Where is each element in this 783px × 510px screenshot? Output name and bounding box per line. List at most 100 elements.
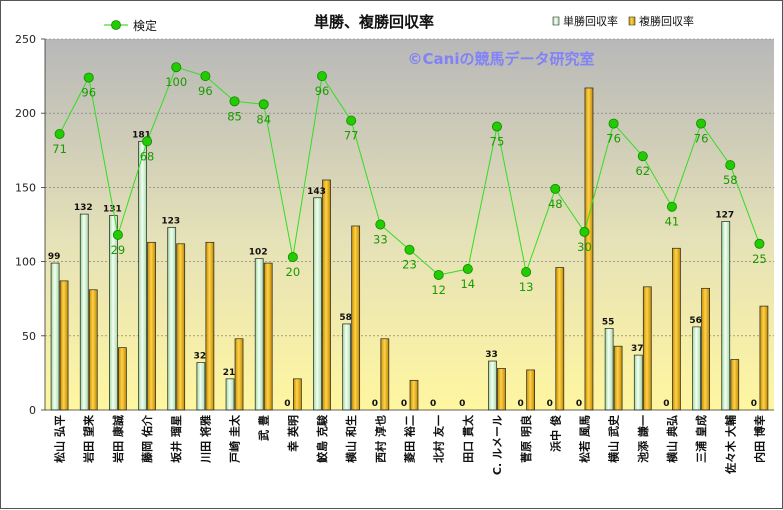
bar-fukusho	[497, 368, 506, 411]
watermark: ©Caniの競馬データ研究室	[408, 50, 595, 68]
line-marker	[462, 264, 473, 275]
legend-line-label: 検定	[133, 18, 157, 33]
bar-value-label: 0	[518, 399, 524, 409]
line-marker	[579, 226, 590, 237]
bar-value-label: 32	[194, 352, 207, 362]
bar-value-label: 131	[103, 205, 122, 215]
bar-value-label: 99	[48, 252, 61, 262]
x-tick-label: 岩田 望来	[82, 414, 96, 464]
bar-tansho	[225, 378, 235, 411]
bar-value-label: 102	[249, 248, 268, 258]
bars	[50, 87, 769, 411]
x-tick-label: 戸崎 圭太	[228, 414, 242, 463]
bar-fukusho	[234, 338, 244, 411]
bar-fukusho	[88, 289, 98, 411]
line-marker	[229, 96, 240, 107]
gridlines	[45, 38, 774, 337]
line-marker	[725, 160, 736, 171]
bar-value-label: 0	[751, 399, 757, 409]
x-tick-label: 内田 博幸	[752, 415, 766, 463]
x-tick-label: 西村 淳也	[373, 415, 387, 463]
x-tick-label: 三浦 皇成	[694, 415, 708, 463]
bar-tansho	[138, 141, 147, 411]
line-value-label: 75	[490, 135, 505, 149]
line-value-label: 48	[548, 197, 563, 211]
legend-bar1-swatch	[552, 16, 560, 26]
bar-value-label: 33	[485, 350, 498, 360]
line-value-label: 13	[519, 280, 534, 294]
plot-area	[45, 39, 774, 410]
legend-bar1-label: 単勝回収率	[563, 14, 618, 28]
line-value-label: 33	[373, 233, 388, 247]
bar-tansho	[50, 262, 60, 411]
bar-fukusho	[322, 179, 331, 411]
y-tick-label: 50	[22, 330, 36, 343]
x-tick-label: 岩田 康誠	[111, 415, 125, 464]
x-tick-label: 幸 英明	[286, 415, 300, 452]
legend-bar2-label: 複勝回収率	[639, 14, 694, 28]
bar-value-label: 0	[576, 399, 582, 409]
x-axis: 松山 弘平 岩田 望来 岩田 康誠 藤岡 佑介 坂井 瑠星 川田 将雅 戸崎 圭太 武 豊 幸 …	[45, 409, 774, 475]
bar-value-label: 143	[307, 187, 326, 197]
bar-value-label: 123	[161, 216, 180, 226]
line-value-label: 12	[431, 283, 446, 297]
line-marker	[142, 136, 153, 147]
line-marker	[754, 238, 765, 249]
x-tick-label: 田口 貫太	[461, 414, 475, 463]
bar-value-label: 0	[430, 399, 436, 409]
bar-value-label: 0	[372, 399, 378, 409]
x-tick-label: 菅原 明良	[519, 415, 533, 463]
line-value-label: 96	[315, 84, 330, 98]
bar-fukusho	[672, 247, 681, 411]
bar-value-label: 127	[715, 211, 734, 221]
y-tick-label: 250	[15, 33, 36, 46]
bar-tansho	[254, 258, 264, 411]
bar-tansho	[196, 362, 206, 411]
line-value-label: 41	[665, 215, 680, 229]
line-marker	[171, 62, 182, 73]
legend-bar2-swatch	[628, 16, 636, 26]
line-value-label: 29	[111, 243, 126, 257]
bar-value-label: 55	[602, 317, 615, 327]
x-tick-label: 藤岡 佑介	[140, 414, 154, 463]
legend: 検定 単勝回収率 複勝回収率	[104, 14, 694, 33]
x-tick-label: C. ルメール	[491, 415, 504, 475]
bar-value-label: 132	[74, 203, 93, 213]
line-value-label: 62	[635, 164, 650, 178]
bar-fukusho	[642, 286, 652, 411]
bar-fukusho	[701, 287, 710, 411]
x-tick-label: 横山 典弘	[665, 415, 679, 463]
line-marker	[433, 269, 444, 280]
line-value-label: 30	[577, 240, 592, 254]
bar-tansho	[342, 323, 352, 411]
line-marker	[491, 121, 502, 132]
line-marker	[404, 244, 415, 255]
bar-tansho	[721, 221, 731, 411]
y-tick-label: 100	[15, 256, 36, 269]
bar-value-label: 58	[339, 313, 352, 323]
bar-fukusho	[613, 345, 623, 411]
bar-fukusho	[555, 267, 565, 411]
bar-value-label: 0	[284, 399, 290, 409]
line-value-label: 71	[52, 142, 67, 156]
line-marker	[375, 219, 386, 230]
line-marker	[696, 118, 707, 129]
chart-title: 単勝、複勝回収率	[314, 13, 434, 31]
line-value-label: 84	[256, 112, 271, 126]
line-marker	[258, 99, 269, 110]
bar-tansho	[488, 360, 497, 411]
bar-fukusho	[118, 347, 127, 411]
line-value-label: 23	[402, 258, 417, 272]
legend-line-marker	[111, 20, 121, 30]
line-value-label: 58	[723, 173, 738, 187]
bar-fukusho	[293, 378, 302, 411]
bar-value-label: 0	[663, 399, 669, 409]
x-tick-label: 武 豊	[257, 415, 271, 441]
bar-fukusho	[409, 379, 419, 411]
bar-tansho	[604, 328, 614, 411]
bar-labels: 99 132 131 181 123 32 21 102 0 143 58 0 0 0 0 33 0 0 0 55 37…	[48, 130, 757, 409]
bar-fukusho	[59, 280, 69, 411]
bar-value-label: 181	[132, 130, 151, 140]
y-axis: 0 50 100 150 200 250	[15, 33, 46, 417]
